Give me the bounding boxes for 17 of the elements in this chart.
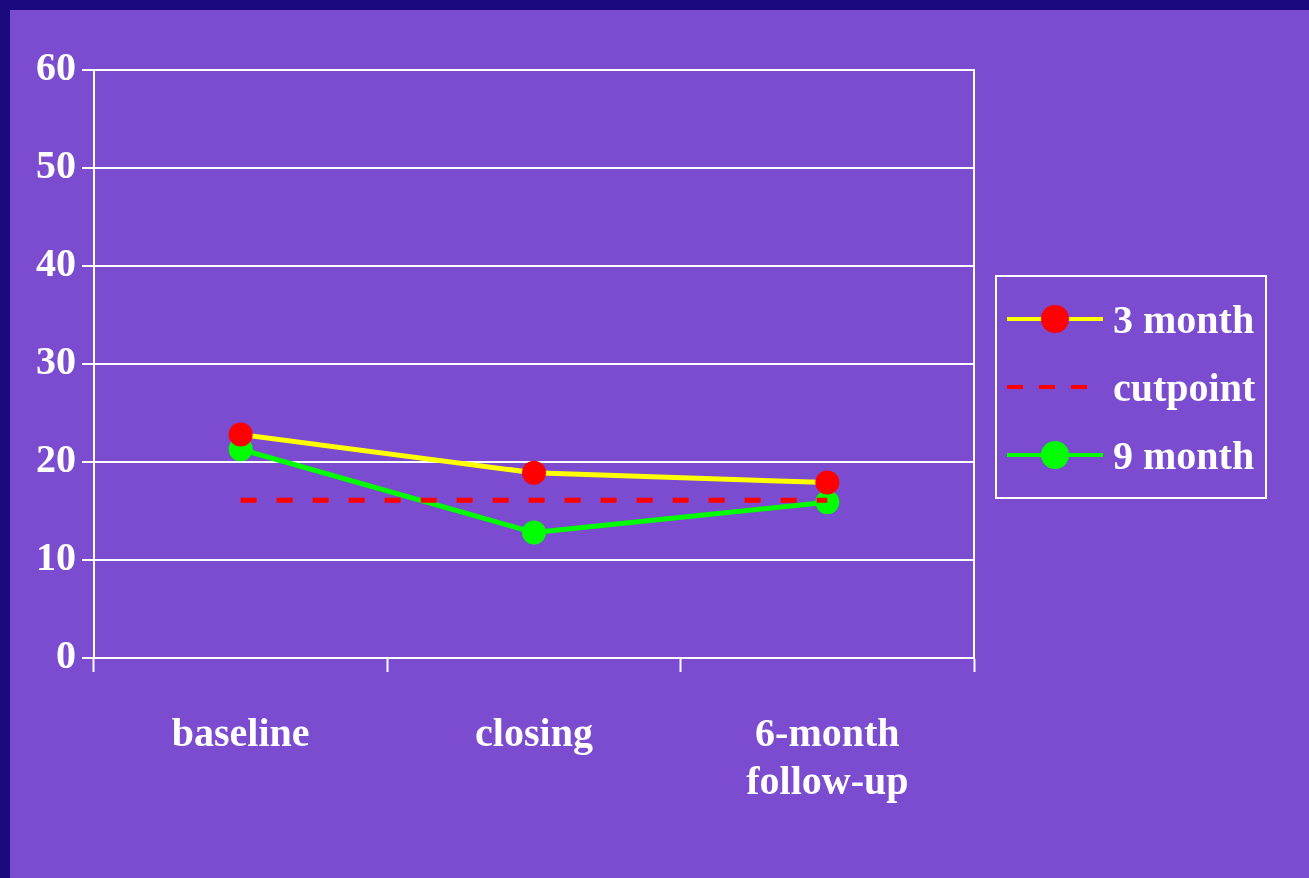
y-tick-label: 20 (36, 436, 76, 482)
y-tick-label: 0 (56, 632, 76, 678)
y-tick-label: 40 (36, 240, 76, 286)
legend-label: 9 month (1113, 431, 1255, 479)
legend-label: 3 month (1113, 295, 1255, 343)
y-tick-label: 50 (36, 142, 76, 188)
point (522, 520, 546, 545)
x-tick-label: closing (475, 710, 593, 756)
x-tick-label: baseline (171, 710, 310, 756)
y-tick-label: 30 (36, 338, 76, 384)
legend-label: cutpoint (1113, 363, 1256, 411)
point (228, 422, 253, 447)
point (815, 470, 840, 495)
x-tick-label: 6-month follow-up (746, 710, 909, 804)
y-tick-label: 60 (36, 44, 76, 90)
point (522, 460, 546, 485)
y-tick-label: 10 (36, 534, 76, 580)
